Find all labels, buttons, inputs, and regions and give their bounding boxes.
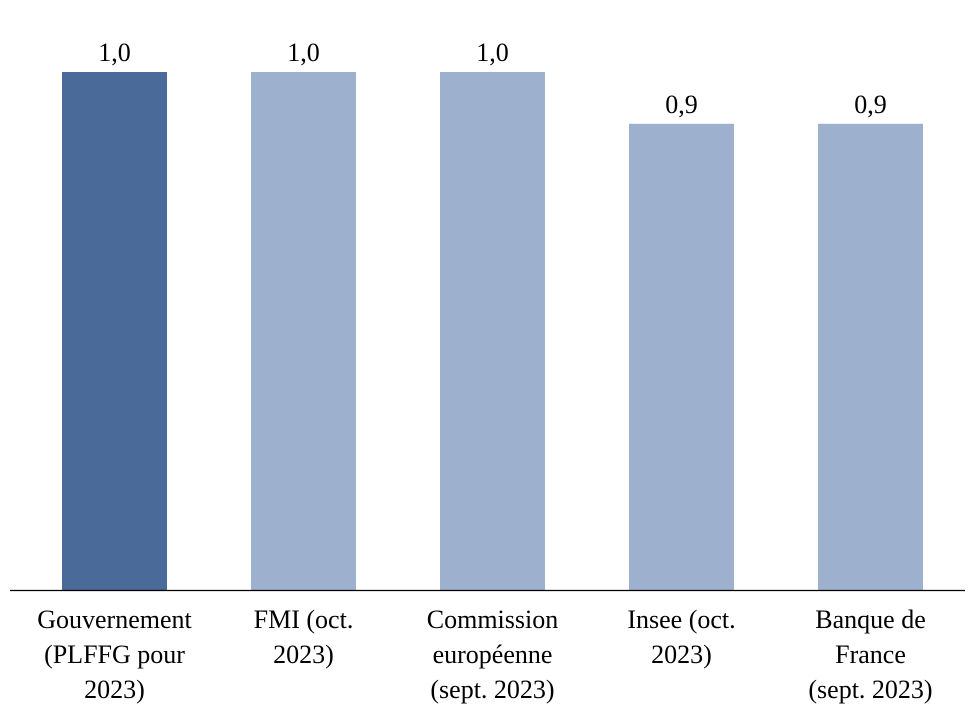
category-label-0-line-1: (PLFFG pour: [44, 640, 185, 669]
category-label-2-line-2: (sept. 2023): [430, 675, 554, 704]
data-label-2: 1,0: [476, 38, 509, 67]
bar-0: [62, 72, 167, 590]
category-label-0-line-2: 2023): [84, 675, 145, 704]
category-label-4-line-1: France: [835, 640, 906, 669]
category-label-3-line-1: 2023): [651, 640, 712, 669]
bars-group: [62, 72, 923, 591]
bar-4: [818, 123, 923, 591]
data-label-4: 0,9: [854, 90, 887, 119]
category-label-2-line-1: européenne: [433, 640, 553, 669]
category-label-2-line-0: Commission: [427, 605, 558, 634]
data-label-0: 1,0: [98, 38, 131, 67]
category-label-4-line-2: (sept. 2023): [808, 675, 932, 704]
data-label-1: 1,0: [287, 38, 320, 67]
category-label-3-line-0: Insee (oct.: [627, 605, 735, 634]
data-label-3: 0,9: [665, 90, 698, 119]
bar-1: [251, 72, 356, 590]
category-label-4-line-0: Banque de: [815, 605, 925, 634]
category-label-0-line-0: Gouvernement: [37, 605, 192, 634]
bar-3: [629, 123, 734, 591]
category-label-1-line-0: FMI (oct.: [254, 605, 354, 634]
category-labels-group: Gouvernement (PLFFG pour 2023) FMI (oct. 202…: [37, 605, 932, 704]
category-label-1-line-1: 2023): [273, 640, 334, 669]
bar-2: [440, 72, 545, 590]
data-labels-group: 1,0 1,0 1,0 0,9 0,9: [98, 38, 887, 119]
